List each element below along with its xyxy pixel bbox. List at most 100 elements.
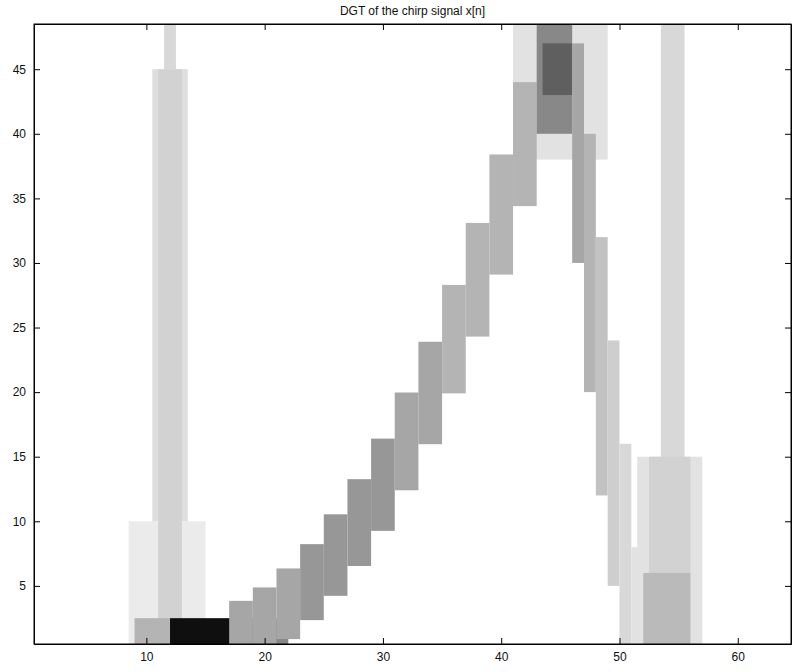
tick-mark [34, 521, 40, 522]
tick-label: 15 [13, 450, 27, 464]
cell [418, 342, 442, 444]
tick: 15 [13, 450, 40, 464]
tick-mark [785, 263, 791, 264]
tick-mark [785, 134, 791, 135]
tick-label: 45 [13, 63, 27, 77]
tick-mark [383, 638, 384, 644]
tick [785, 586, 791, 587]
plot: 10 20 30 40 50 60 5 10 15 20 25 30 35 40 45 [13, 24, 792, 664]
tick: 25 [13, 321, 40, 335]
tick-mark [265, 638, 266, 644]
tick-mark [619, 24, 620, 30]
tick-mark [34, 69, 40, 70]
plot-frame [34, 24, 791, 644]
tick: 5 [19, 579, 40, 593]
tick-mark [738, 638, 739, 644]
cell [608, 340, 620, 585]
tick-mark [34, 134, 40, 135]
tick [619, 24, 620, 30]
x-axis: 10 20 30 40 50 60 [35, 638, 792, 664]
tick [785, 392, 791, 393]
cell [649, 457, 690, 573]
tick-mark [785, 198, 791, 199]
tick-mark [34, 263, 40, 264]
tick: 30 [377, 638, 391, 664]
tick-label: 30 [377, 650, 391, 664]
tick-mark [146, 638, 147, 644]
tick-label: 10 [13, 515, 27, 529]
tick-mark [785, 586, 791, 587]
tick-label: 5 [19, 579, 26, 593]
tick: 50 [613, 638, 627, 664]
tick: 40 [495, 638, 509, 664]
tick: 20 [13, 385, 40, 399]
tick: 35 [13, 192, 40, 206]
tick-label: 25 [13, 321, 27, 335]
tick-label: 60 [732, 650, 746, 664]
tick [146, 24, 147, 30]
tick-mark [501, 638, 502, 644]
tick-mark [383, 24, 384, 30]
tick-mark [501, 24, 502, 30]
tick-label: 40 [13, 127, 27, 141]
tick-mark [619, 638, 620, 644]
tick-label: 30 [13, 256, 27, 270]
tick-mark [34, 392, 40, 393]
tick-mark [785, 392, 791, 393]
tick [501, 24, 502, 30]
cell [164, 24, 176, 69]
cell [466, 223, 490, 337]
tick-mark [785, 457, 791, 458]
tick-label: 40 [495, 650, 509, 664]
tick-mark [785, 328, 791, 329]
tick [383, 24, 384, 30]
tick [785, 263, 791, 264]
tick-label: 10 [140, 650, 154, 664]
cell [489, 154, 513, 274]
cell [572, 43, 584, 263]
tick: 40 [13, 127, 40, 141]
tick [785, 69, 791, 70]
cell [596, 237, 608, 495]
cell [637, 457, 702, 644]
tick-mark [785, 521, 791, 522]
tick-mark [146, 24, 147, 30]
tick-mark [785, 69, 791, 70]
cell [253, 587, 277, 644]
tick-mark [738, 24, 739, 30]
tick-label: 20 [13, 385, 27, 399]
cell [300, 544, 324, 620]
tick [785, 457, 791, 458]
cell [442, 285, 466, 394]
cell [395, 393, 419, 491]
tick: 20 [258, 638, 272, 664]
cell [276, 568, 300, 639]
cell [631, 547, 643, 644]
tick-label: 35 [13, 192, 27, 206]
tick-mark [34, 586, 40, 587]
tick [785, 328, 791, 329]
cell [324, 514, 348, 596]
cell [513, 82, 537, 206]
tick-mark [265, 24, 266, 30]
cell [537, 24, 572, 134]
tick-mark [34, 457, 40, 458]
cell [543, 43, 573, 95]
tick-mark [34, 328, 40, 329]
tick: 60 [732, 638, 746, 664]
cell [643, 573, 690, 644]
title: DGT of the chirp signal x[n] [340, 4, 485, 18]
tick [785, 521, 791, 522]
y-axis: 5 10 15 20 25 30 35 40 45 [13, 25, 40, 645]
tick-label: 50 [613, 650, 627, 664]
tick: 10 [140, 638, 154, 664]
cell [619, 444, 631, 644]
tick-label: 20 [258, 650, 272, 664]
cell [371, 439, 395, 531]
tick [785, 198, 791, 199]
x-axis-top [35, 24, 792, 30]
tick: 10 [13, 515, 40, 529]
tick [738, 24, 739, 30]
tick: 45 [13, 63, 40, 77]
cell [229, 601, 253, 644]
